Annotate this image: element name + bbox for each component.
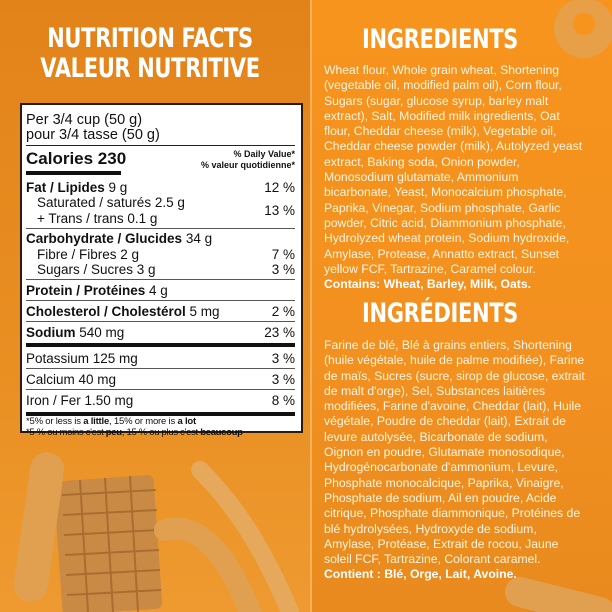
ingredient-line: Paprika, Vinegar, Sodium phosphate, Garl… [324, 200, 561, 215]
ingredient-line: soleil FCF, Tartrazine, Colorant caramel… [324, 552, 541, 567]
ingredient-line: blé hydrolysées, Hydroxyde de sodium, [324, 521, 537, 536]
ingredient-line: Amylase, Protease, Annatto extract, Suns… [324, 246, 560, 261]
ingredient-line: extract), Salt, Modified milk ingredient… [324, 108, 560, 123]
ingredient-line: (vegetable oil, modified palm oil), Corn… [324, 78, 562, 93]
ingredient-line: Sugars (sugar, glucose syrup, barley mal… [324, 93, 549, 108]
serving-size-fr: pour 3/4 tasse (50 g) [26, 127, 160, 143]
row-fat: Fat / Lipides 9 g 12 % [26, 180, 295, 195]
allergen-statement: Contient : Blé, Orge, Lait, Avoine. [324, 567, 517, 582]
serving-size-en: Per 3/4 cup (50 g) [26, 112, 143, 128]
row-protein: Protein / Protéines 4 g [26, 283, 168, 298]
ingredient-line: de malt d'orge), Sel, Substances laitièr… [324, 383, 546, 398]
title-en: NUTRITION FACTS [47, 23, 253, 54]
daily-value-fr: % valeur quotidienne* [200, 160, 295, 170]
title-fr: VALEUR NUTRITIVE [40, 53, 260, 84]
daily-value-en: % Daily Value* [233, 149, 295, 159]
ingredient-line: citrique, Phosphate diammonique, Protéin… [324, 506, 581, 521]
ingredients-title-fr: INGRÉDIENTS [362, 298, 518, 329]
calories: Calories 230 [26, 149, 127, 168]
ingredient-line: extract, Baking soda, Onion powder, [324, 154, 520, 169]
ingredient-line: yellow FCF, Tartrazine, Caramel colour. [324, 261, 536, 276]
ingredient-line: Hydrogénocarbonate d'ammonium, Levure, [324, 460, 559, 475]
ingredient-line: modifiées, Farine d'avoine, Cheddar (lai… [324, 399, 582, 414]
ingredient-line: Phosphate de sodium, Ail en poudre, Acid… [324, 490, 557, 505]
row-carbohydrate: Carbohydrate / Glucides 34 g [26, 231, 213, 246]
nutrition-facts-table: Per 3/4 cup (50 g) pour 3/4 tasse (50 g)… [20, 103, 303, 438]
breadstick-snack [13, 452, 612, 612]
ingredient-line: powder, Citric acid, Diammonium phosphat… [324, 215, 566, 230]
row-sodium: Sodium 540 mg 23 % [26, 325, 295, 340]
ingredient-line: Cheddar cheese powder (milk), Autolyzed … [324, 139, 583, 154]
row-saturated: Saturated / saturés 2.5 g [37, 195, 185, 210]
ingredient-line: végétale, Poudre de cheddar (lait), Extr… [324, 414, 566, 429]
ingredient-line: Oignon en poudre, Glutamate monosodique, [324, 445, 565, 460]
ingredient-line: flour, Cheddar cheese (milk), Vegetable … [324, 124, 557, 139]
ingredient-line: levure autolysée, Bicarbonate de sodium, [324, 429, 548, 444]
wheat-square-snack [53, 475, 163, 612]
row-potassium: Potassium 125 mg 3 % [26, 351, 295, 366]
row-calcium: Calcium 40 mg 3 % [26, 372, 295, 387]
footnote-en: *5% or less is a little, 15% or more is … [26, 416, 196, 427]
row-cholesterol: Cholesterol / Cholestérol 5 mg 2 % [26, 304, 295, 319]
row-iron: Iron / Fer 1.50 mg 8 % [26, 393, 295, 408]
ingredient-line: de maïs, Sucres (sucre, sirop de glucose… [324, 368, 585, 383]
footnote-fr: *5 % ou moins c'est peu, 15 % ou plus c'… [26, 427, 243, 438]
ingredient-line: Farine de blé, Blé à grains entiers, Sho… [324, 338, 572, 352]
ingredients-title-en: INGREDIENTS [362, 24, 518, 55]
ingredient-line: (huile végétale, huile de palme modifiée… [324, 353, 585, 368]
divider [310, 0, 312, 612]
ingredients-fr: Farine de blé, Blé à grains entiers, Sho… [324, 338, 585, 583]
ingredient-line: Amylase, Protéase, Extrait de rocou, Jau… [324, 536, 559, 551]
ingredient-line: Monosodium glutamate, Ammonium [324, 170, 519, 185]
cheese-ring-snack [554, 0, 612, 58]
ingredient-line: Hydrolyzed wheat protein, Sodium hydroxi… [324, 231, 570, 246]
row-trans: + Trans / trans 0.1 g [37, 211, 158, 226]
right-panel [312, 0, 612, 612]
ingredient-line: bicarbonate, Yeast, Monocalcium phosphat… [324, 185, 567, 200]
ingredients-en: Wheat flour, Whole grain wheat, Shorteni… [324, 63, 582, 292]
ingredient-line: Phosphate monocalcique, Paprika, Vinaigr… [324, 475, 564, 490]
allergen-statement: Contains: Wheat, Barley, Milk, Oats. [324, 277, 532, 292]
nutrition-facts-title: NUTRITION FACTS VALEUR NUTRITIVE [17, 24, 282, 84]
ingredient-line: Wheat flour, Whole grain wheat, Shorteni… [324, 63, 560, 77]
